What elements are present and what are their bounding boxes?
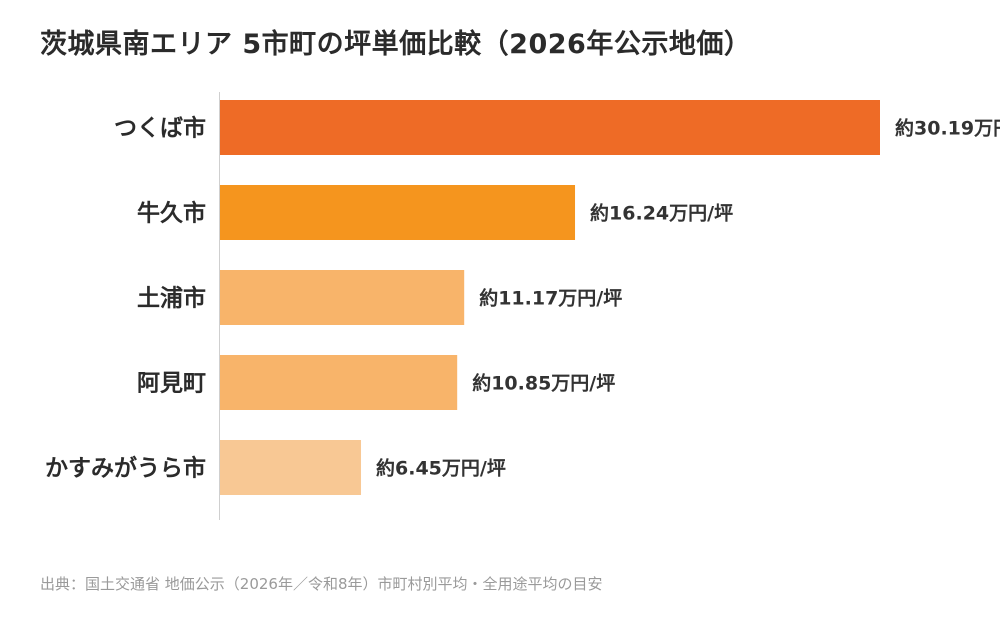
category-label-5: かすみがうら市	[45, 455, 206, 482]
category-label-1: つくば市	[114, 115, 206, 142]
category-label-3: 土浦市	[137, 285, 206, 312]
value-label-4: 約10.85万円/坪	[472, 372, 615, 395]
source-note: 出典：国土交通省 地価公示（2026年／令和8年）市町村別平均・全用途平均の目安	[40, 575, 603, 593]
value-label-3: 約11.17万円/坪	[479, 287, 622, 310]
category-label-2: 牛久市	[137, 200, 206, 227]
bar-1	[220, 100, 880, 155]
bar-2	[220, 185, 576, 240]
value-label-1: 約30.19万円/坪	[895, 117, 1000, 140]
category-label-4: 阿見町	[137, 371, 206, 397]
bar-3	[220, 270, 465, 325]
value-label-2: 約16.24万円/坪	[590, 202, 733, 225]
bar-4	[220, 355, 458, 410]
chart-title: 茨城県南エリア 5市町の坪単価比較（2026年公示地価）	[40, 29, 752, 60]
bar-5	[220, 440, 362, 495]
value-label-5: 約6.45万円/坪	[376, 457, 506, 480]
